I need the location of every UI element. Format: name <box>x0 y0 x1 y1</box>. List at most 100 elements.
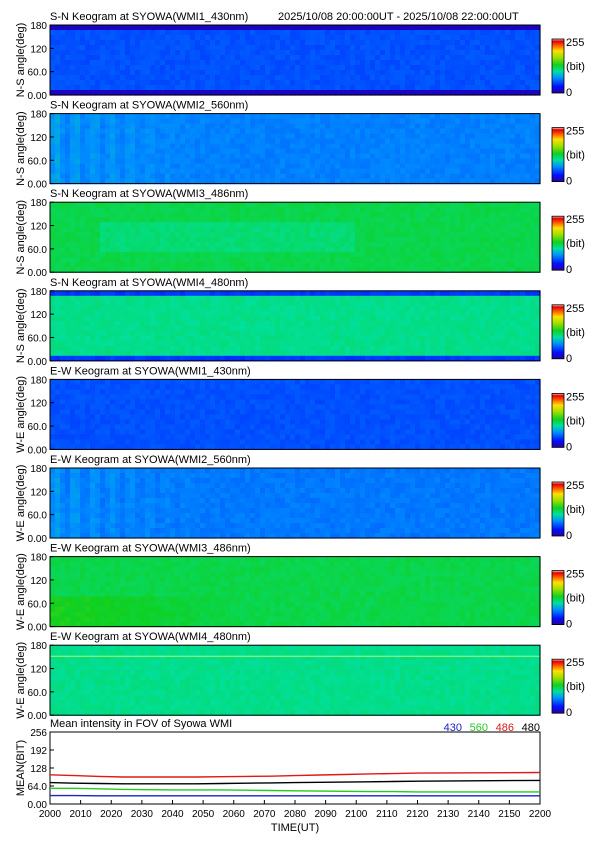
keogram-cell <box>395 35 401 41</box>
keogram-cell <box>225 30 231 36</box>
keogram-cell <box>460 232 466 238</box>
keogram-cell <box>130 45 136 51</box>
keogram-cell <box>305 178 311 185</box>
keogram-cell <box>295 262 301 268</box>
keogram-cell <box>65 257 71 263</box>
keogram-cell <box>185 330 191 337</box>
keogram-cell <box>105 315 111 322</box>
keogram-cell <box>270 55 276 61</box>
keogram-cell <box>250 163 256 170</box>
keogram-cell <box>100 262 106 268</box>
keogram-cell <box>180 315 186 322</box>
keogram-cell <box>495 212 501 218</box>
keogram-cell <box>300 232 306 238</box>
keogram-cell <box>195 30 201 36</box>
keogram-cell <box>355 35 361 41</box>
keogram-cell <box>195 355 201 362</box>
keogram-cell <box>185 257 191 263</box>
keogram-cell <box>325 350 331 357</box>
keogram-cell <box>180 25 186 31</box>
keogram-cell <box>200 143 206 150</box>
keogram-cell <box>170 30 176 36</box>
keogram-cell <box>170 355 176 362</box>
keogram-cell <box>455 222 461 228</box>
keogram-cell <box>465 113 471 120</box>
keogram-cell <box>125 70 131 76</box>
keogram-cell <box>300 315 306 322</box>
keogram-cell <box>85 290 91 297</box>
keogram-cell <box>265 153 271 160</box>
keogram-cell <box>70 320 76 327</box>
keogram-cell <box>385 143 391 150</box>
keogram-cell <box>445 138 451 145</box>
keogram-cell <box>425 30 431 36</box>
keogram-cell <box>275 90 281 96</box>
keogram-cell <box>220 300 226 307</box>
keogram-cell <box>65 143 71 150</box>
keogram-cell <box>280 217 286 223</box>
keogram-cell <box>130 202 136 208</box>
keogram-cell <box>180 247 186 253</box>
keogram-cell <box>50 350 56 357</box>
keogram-cell <box>130 355 136 362</box>
keogram-cell <box>165 267 171 273</box>
keogram-cell <box>130 237 136 243</box>
keogram-cell <box>465 217 471 223</box>
keogram-cell <box>530 143 536 150</box>
keogram-cell <box>415 207 421 213</box>
keogram-cell <box>90 252 96 258</box>
keogram-cell <box>90 335 96 342</box>
keogram-cell <box>500 217 506 223</box>
keogram-cell <box>500 50 506 56</box>
keogram-cell <box>130 35 136 41</box>
keogram-cell <box>145 148 151 155</box>
keogram-cell <box>505 242 511 248</box>
keogram-cell <box>345 173 351 180</box>
keogram-cell <box>125 330 131 337</box>
keogram-cell <box>385 267 391 273</box>
keogram-cell <box>85 35 91 41</box>
keogram-cell <box>260 80 266 86</box>
keogram-cell <box>420 30 426 36</box>
keogram-cell <box>325 222 331 228</box>
keogram-cell <box>405 173 411 180</box>
keogram-cell <box>380 232 386 238</box>
keogram-cell <box>435 168 441 175</box>
keogram-cell <box>225 212 231 218</box>
keogram-cell <box>390 252 396 258</box>
keogram-cell <box>455 138 461 145</box>
keogram-cell <box>435 113 441 120</box>
keogram-cell <box>365 40 371 46</box>
keogram-cell <box>210 75 216 81</box>
keogram-cell <box>245 123 251 130</box>
keogram-cell <box>510 217 516 223</box>
keogram-cell <box>150 143 156 150</box>
keogram-cell <box>330 305 336 312</box>
keogram-cell <box>255 143 261 150</box>
keogram-cell <box>525 113 531 120</box>
keogram-cell <box>155 295 161 302</box>
keogram-cell <box>495 143 501 150</box>
keogram-cell <box>350 85 356 91</box>
keogram-cell <box>170 50 176 56</box>
keogram-cell <box>245 138 251 145</box>
keogram-cell <box>320 60 326 66</box>
keogram-cell <box>65 350 71 357</box>
keogram-cell <box>370 30 376 36</box>
keogram-cell <box>535 267 541 273</box>
keogram-cell <box>495 168 501 175</box>
keogram-cell <box>305 30 311 36</box>
keogram-cell <box>80 40 86 46</box>
keogram-cell <box>130 60 136 66</box>
keogram-cell <box>65 300 71 307</box>
keogram-cell <box>485 242 491 248</box>
keogram-cell <box>60 252 66 258</box>
keogram-cell <box>180 300 186 307</box>
keogram-cell <box>120 148 126 155</box>
keogram-cell <box>320 267 326 273</box>
keogram-cell <box>295 217 301 223</box>
keogram-cell <box>155 355 161 362</box>
keogram-cell <box>355 217 361 223</box>
keogram-cell <box>130 325 136 332</box>
keogram-cell <box>195 178 201 185</box>
